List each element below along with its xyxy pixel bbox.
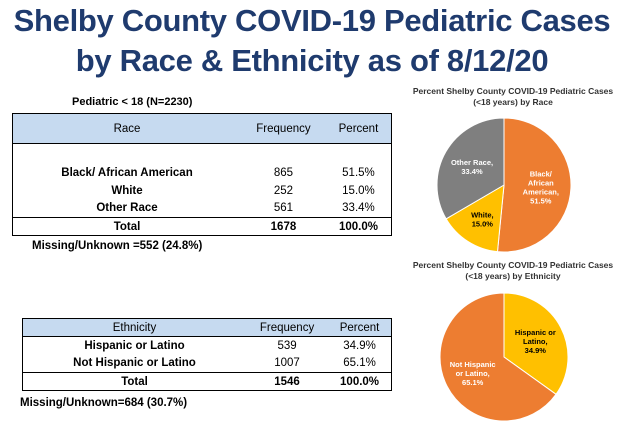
race-frequency: 252 — [273, 184, 294, 197]
race-pie-slice-label-2: Other Race, 33.4% — [451, 158, 493, 176]
race-pie-slice-label-1: White, 15.0% — [471, 210, 494, 228]
race-pie-slice-0 — [496, 117, 572, 253]
ethnicity-pie-slice-label-1: Not Hispanic or Latino, 65.1% — [450, 360, 496, 387]
ethnicity-pie-chart: Hispanic or Latino, 34.9% Not Hispanic or La… — [439, 292, 569, 422]
page-title-line-1: Shelby County COVID-19 Pediatric Cases — [13, 3, 611, 38]
race-total-label: Total — [12, 217, 241, 236]
table-row: White 252 15.0% — [13, 182, 392, 200]
race-frequency: 561 — [273, 202, 294, 215]
race-name: Other Race — [96, 202, 158, 215]
race-total-frequency: 1678 — [241, 217, 326, 236]
table-row: Hispanic or Latino 539 34.9% — [23, 337, 392, 355]
table-row: Not Hispanic or Latino 1007 65.1% — [23, 355, 392, 373]
race-pie-title-line-1: Percent Shelby County COVID-19 Pediatric… — [412, 86, 614, 96]
ethnicity-table: Ethnicity Frequency Percent Hispanic or … — [22, 318, 392, 391]
ethnicity-pie-slice-1 — [439, 292, 557, 422]
race-percent: 33.4% — [342, 202, 375, 215]
ethnicity-total-row: Total 1546 100.0% — [22, 372, 392, 391]
race-name: White — [111, 184, 143, 197]
table-row: Other Race 561 33.4% — [13, 200, 392, 218]
ethnicity-total-percent: 100.0% — [328, 372, 392, 391]
ethnicity-header-frequency: Frequency — [246, 318, 329, 337]
ethnicity-pie-title: Percent Shelby County COVID-19 Pediatric… — [402, 260, 624, 282]
race-percent: 51.5% — [342, 166, 375, 179]
ethnicity-pie-slice-0 — [503, 292, 569, 395]
race-missing-note: Missing/Unknown =552 (24.8%) — [32, 240, 203, 252]
ethnicity-percent: 34.9% — [343, 339, 376, 352]
ethnicity-name: Hispanic or Latino — [84, 339, 185, 352]
ethnicity-header-name: Ethnicity — [22, 318, 246, 337]
race-header-frequency: Frequency — [241, 113, 326, 144]
ethnicity-pie-slice-label-0: Hispanic or Latino, 34.9% — [515, 328, 556, 355]
race-table: Race Frequency Percent Black/ African Am… — [12, 113, 392, 236]
ethnicity-total-label: Total — [22, 372, 246, 391]
ethnicity-name: Not Hispanic or Latino — [73, 357, 196, 370]
race-pie-title: Percent Shelby County COVID-19 Pediatric… — [402, 86, 624, 108]
race-name: Black/ African American — [61, 166, 193, 179]
race-header-name: Race — [12, 113, 241, 144]
race-header-percent: Percent — [325, 113, 392, 144]
race-pie-slice-label-0: Black/African American, 51.5% — [523, 169, 559, 205]
ethnicity-table-header: Ethnicity Frequency Percent — [22, 318, 392, 337]
race-table-header: Race Frequency Percent — [12, 113, 392, 144]
pediatric-note: Pediatric < 18 (N=2230) — [72, 96, 193, 108]
ethnicity-percent: 65.1% — [343, 357, 376, 370]
ethnicity-pie-title-line-2: (<18 years) by Ethnicity — [465, 271, 561, 281]
ethnicity-pie-title-line-1: Percent Shelby County COVID-19 Pediatric… — [412, 260, 614, 270]
race-spacer-row — [13, 144, 392, 164]
race-total-row: Total 1678 100.0% — [12, 217, 392, 236]
race-pie-title-line-2: (<18 years) by Race — [473, 97, 553, 107]
page-title-line-2: by Race & Ethnicity as of 8/12/20 — [75, 43, 549, 78]
race-pie-slice-2 — [436, 117, 505, 220]
race-pie-chart: Black/African American, 51.5% White, 15.0% Ot… — [436, 117, 572, 253]
race-pie-slice-1 — [445, 184, 505, 253]
race-frequency: 865 — [273, 166, 294, 179]
ethnicity-frequency: 1007 — [274, 357, 300, 370]
race-percent: 15.0% — [342, 184, 375, 197]
race-total-percent: 100.0% — [325, 217, 392, 236]
ethnicity-header-percent: Percent — [328, 318, 392, 337]
ethnicity-missing-note: Missing/Unknown=684 (30.7%) — [20, 397, 188, 409]
ethnicity-frequency: 539 — [277, 339, 297, 352]
ethnicity-total-frequency: 1546 — [246, 372, 329, 391]
table-row: Black/ African American 865 51.5% — [13, 164, 392, 182]
